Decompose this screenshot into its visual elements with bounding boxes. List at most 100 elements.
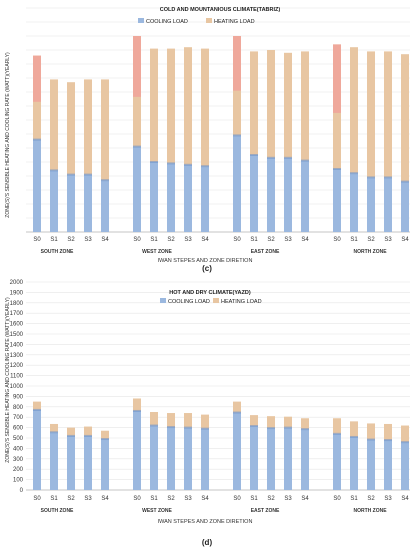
category-label: S0: [233, 237, 241, 243]
legend-label-heating-c: HEATING LOAD: [214, 19, 255, 25]
bar-heating: [401, 54, 409, 182]
bar-heating-overlay: [33, 55, 41, 102]
bar-cooling-cap: [167, 426, 175, 429]
bar-heating-overlay: [333, 44, 341, 113]
category-label: S1: [50, 237, 58, 243]
category-label: S3: [284, 496, 292, 502]
bar-cooling: [101, 180, 109, 232]
bar-cooling: [301, 429, 309, 490]
y-tick-label: 1900: [10, 290, 24, 296]
bar-cooling-cap: [184, 163, 192, 166]
category-label: S1: [50, 496, 58, 502]
bars-d: [33, 398, 409, 490]
bar-heating: [84, 426, 92, 436]
bar-heating: [84, 79, 92, 175]
category-label: S2: [67, 496, 75, 502]
category-label: S0: [33, 496, 41, 502]
zone-label-east-c: EAST ZONE: [251, 249, 280, 255]
bar-cooling: [101, 439, 109, 490]
legend-label-cooling-d: COOLING LOAD: [168, 299, 210, 305]
bar-cooling: [50, 432, 58, 490]
bar-heating: [250, 51, 258, 155]
y-tick-label: 300: [13, 457, 24, 463]
bar-cooling: [401, 442, 409, 490]
bar-heating: [184, 413, 192, 428]
bar-cooling: [284, 427, 292, 490]
y-tick-label: 1600: [10, 322, 24, 328]
bar-cooling: [401, 181, 409, 232]
bar-cooling: [350, 436, 358, 490]
category-label: S3: [184, 237, 192, 243]
category-label: S1: [150, 496, 158, 502]
bar-cooling-cap: [301, 159, 309, 162]
panel-label-c: (c): [202, 264, 212, 273]
bar-cooling: [84, 174, 92, 232]
category-label: S2: [167, 237, 175, 243]
category-label: S2: [367, 496, 375, 502]
bar-cooling-cap: [84, 434, 92, 437]
category-label: S4: [101, 496, 109, 502]
bar-cooling: [367, 439, 375, 490]
bar-cooling: [150, 425, 158, 490]
category-label: S3: [284, 237, 292, 243]
bar-cooling-cap: [101, 438, 109, 441]
bar-heating: [50, 423, 58, 433]
bar-cooling-cap: [267, 156, 275, 159]
y-tick-label: 400: [13, 446, 24, 452]
y-axis-label-d: ZONE(S)'S SENSIBLE HEATING AND COOLING R…: [5, 297, 11, 463]
bar-heating: [384, 423, 392, 441]
bar-cooling-cap: [284, 426, 292, 429]
bar-cooling: [384, 440, 392, 490]
bar-cooling: [284, 157, 292, 232]
bar-cooling: [350, 173, 358, 232]
bar-cooling-cap: [333, 432, 341, 435]
category-label: S0: [133, 496, 141, 502]
y-tick-label: 2000: [10, 280, 24, 286]
bar-cooling-cap: [401, 180, 409, 183]
bar-heating: [33, 401, 41, 410]
category-label: S0: [333, 237, 341, 243]
category-label: S0: [233, 496, 241, 502]
y-tick-label: 1000: [10, 384, 24, 390]
bar-cooling-cap: [150, 161, 158, 163]
bar-heating: [384, 51, 392, 178]
category-label: S0: [33, 237, 41, 243]
category-label: S4: [301, 496, 309, 502]
bar-cooling-cap: [201, 427, 209, 430]
zone-label-south-c: SOUTH ZONE: [41, 249, 74, 255]
category-label: S0: [333, 496, 341, 502]
bar-cooling-cap: [233, 134, 241, 137]
y-axis-label-c: ZONE(S)'S SENSIBLE HEATING AND COOLING R…: [5, 52, 11, 218]
zone-label-west-c: WEST ZONE: [142, 249, 172, 255]
bar-cooling-cap: [250, 425, 258, 428]
bar-cooling: [301, 160, 309, 232]
bar-heating: [167, 413, 175, 428]
bar-cooling-cap: [301, 428, 309, 431]
bar-cooling-cap: [150, 424, 158, 427]
bar-heating: [184, 47, 192, 165]
y-tick-label: 1400: [10, 342, 24, 348]
category-label: S4: [101, 237, 109, 243]
bar-cooling: [184, 164, 192, 232]
y-tick-label: 1300: [10, 353, 24, 359]
bar-cooling: [233, 135, 241, 232]
y-tick-label: 500: [13, 436, 24, 442]
bar-heating: [301, 418, 309, 430]
category-label: S4: [401, 237, 409, 243]
bar-heating: [250, 415, 258, 427]
bar-cooling: [367, 177, 375, 232]
category-label: S0: [133, 237, 141, 243]
bar-cooling-cap: [384, 176, 392, 179]
bar-heating-overlay: [233, 36, 241, 91]
category-label: S2: [267, 237, 275, 243]
category-label: S3: [384, 496, 392, 502]
bar-heating: [67, 82, 75, 175]
bar-cooling-cap: [167, 162, 175, 165]
bar-heating: [150, 412, 158, 426]
category-label: S4: [301, 237, 309, 243]
bar-cooling-cap: [367, 176, 375, 179]
zone-label-north-d: NORTH ZONE: [353, 508, 387, 514]
category-label: S1: [350, 496, 358, 502]
bar-cooling-cap: [350, 172, 358, 175]
